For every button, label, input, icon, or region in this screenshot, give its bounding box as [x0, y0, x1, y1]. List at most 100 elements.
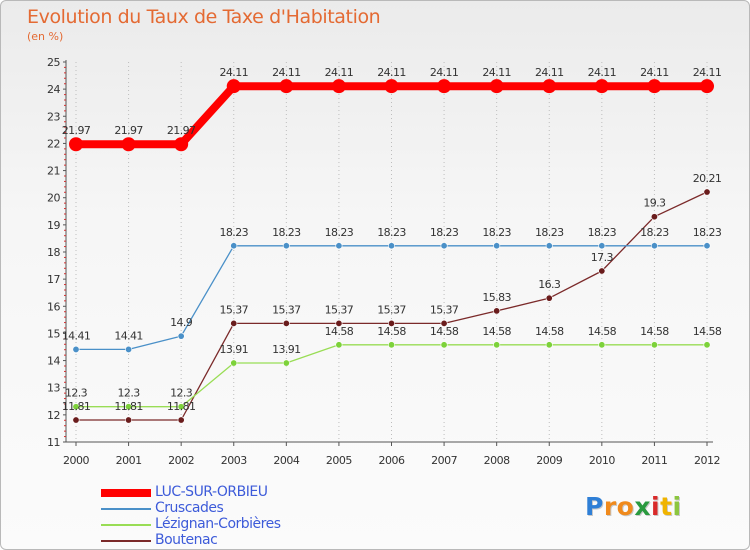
data-point: [703, 341, 711, 349]
data-label: 14.41: [62, 329, 91, 342]
data-label: 18.23: [535, 226, 564, 239]
data-point: [72, 345, 80, 353]
data-label: 14.58: [693, 325, 722, 338]
data-label: 11.81: [167, 400, 196, 413]
data-label: 14.58: [482, 325, 511, 338]
x-tick-label: 2010: [589, 454, 615, 467]
x-tick-label: 2002: [168, 454, 194, 467]
data-point: [174, 137, 189, 152]
legend-swatch: [101, 524, 151, 526]
data-label: 13.91: [272, 343, 301, 356]
logo-letter: t: [660, 492, 673, 521]
data-point: [282, 359, 290, 367]
data-label: 11.81: [114, 400, 143, 413]
data-point: [703, 242, 711, 250]
chart-subtitle: (en %): [27, 30, 64, 43]
data-label: 21.97: [167, 124, 196, 137]
y-tick-label: 25: [47, 56, 60, 69]
data-point: [594, 79, 609, 94]
logo-letter: o: [616, 492, 635, 521]
data-point: [437, 79, 452, 94]
data-label: 14.58: [588, 325, 617, 338]
data-label: 18.23: [640, 226, 669, 239]
data-label: 15.37: [272, 303, 301, 316]
data-point: [230, 319, 238, 327]
data-point: [650, 213, 658, 221]
x-tick-label: 2004: [273, 454, 299, 467]
data-point: [493, 341, 501, 349]
data-point: [647, 79, 662, 94]
data-label: 15.37: [377, 303, 406, 316]
y-tick-label: 14: [47, 355, 60, 368]
data-point: [384, 79, 399, 94]
legend-label: LUC-SUR-ORBIEU: [155, 484, 268, 500]
data-point: [545, 294, 553, 302]
logo-letter: i: [651, 492, 661, 521]
x-tick-label: 2008: [484, 454, 510, 467]
data-label: 14.58: [430, 325, 459, 338]
data-label: 18.23: [693, 226, 722, 239]
data-point: [279, 79, 294, 94]
data-point: [545, 242, 553, 250]
data-point: [230, 359, 238, 367]
data-label: 15.83: [482, 291, 511, 304]
data-label: 13.91: [220, 343, 249, 356]
data-label: 18.23: [482, 226, 511, 239]
data-point: [387, 319, 395, 327]
data-label: 14.58: [377, 325, 406, 338]
data-label: 24.11: [325, 66, 354, 79]
data-label: 11.81: [62, 400, 91, 413]
y-tick-label: 15: [47, 327, 60, 340]
data-label: 17.3: [591, 251, 614, 264]
logo-letter: r: [603, 492, 617, 521]
legend-label: Cruscades: [155, 500, 224, 516]
y-tick-label: 18: [47, 246, 60, 259]
data-point: [650, 341, 658, 349]
data-label: 24.11: [640, 66, 669, 79]
legend-swatch: [101, 508, 151, 510]
data-point: [121, 137, 136, 152]
y-tick-label: 23: [47, 110, 60, 123]
data-label: 24.11: [588, 66, 617, 79]
data-point: [72, 416, 80, 424]
x-tick-label: 2001: [116, 454, 142, 467]
data-point: [542, 79, 557, 94]
data-point: [177, 416, 185, 424]
data-point: [230, 242, 238, 250]
data-label: 24.11: [377, 66, 406, 79]
data-label: 18.23: [220, 226, 249, 239]
data-point: [489, 79, 504, 94]
y-tick-label: 17: [47, 273, 60, 286]
data-label: 21.97: [114, 124, 143, 137]
data-label: 24.11: [693, 66, 722, 79]
data-label: 20.21: [693, 172, 722, 185]
data-point: [387, 341, 395, 349]
data-label: 16.3: [538, 278, 561, 291]
data-point: [69, 137, 83, 152]
x-tick-label: 2007: [431, 454, 457, 467]
data-label: 19.3: [643, 197, 666, 210]
data-point: [387, 242, 395, 250]
x-tick-label: 2009: [536, 454, 562, 467]
data-point: [703, 188, 711, 196]
data-point: [493, 242, 501, 250]
y-tick-label: 22: [47, 137, 60, 150]
data-label: 12.3: [170, 387, 193, 400]
data-label: 14.58: [325, 325, 354, 338]
y-tick-label: 19: [47, 219, 60, 232]
data-label: 24.11: [430, 66, 459, 79]
data-label: 24.11: [535, 66, 564, 79]
data-point: [72, 403, 80, 411]
data-label: 12.3: [65, 387, 88, 400]
data-point: [125, 416, 133, 424]
logo-letter: i: [672, 492, 682, 521]
y-tick-label: 16: [47, 300, 60, 313]
data-label: 24.11: [272, 66, 301, 79]
x-tick-label: 2012: [694, 454, 720, 467]
y-tick-label: 13: [47, 382, 60, 395]
data-label: 18.23: [272, 226, 301, 239]
data-label: 14.9: [170, 316, 193, 329]
data-point: [282, 319, 290, 327]
